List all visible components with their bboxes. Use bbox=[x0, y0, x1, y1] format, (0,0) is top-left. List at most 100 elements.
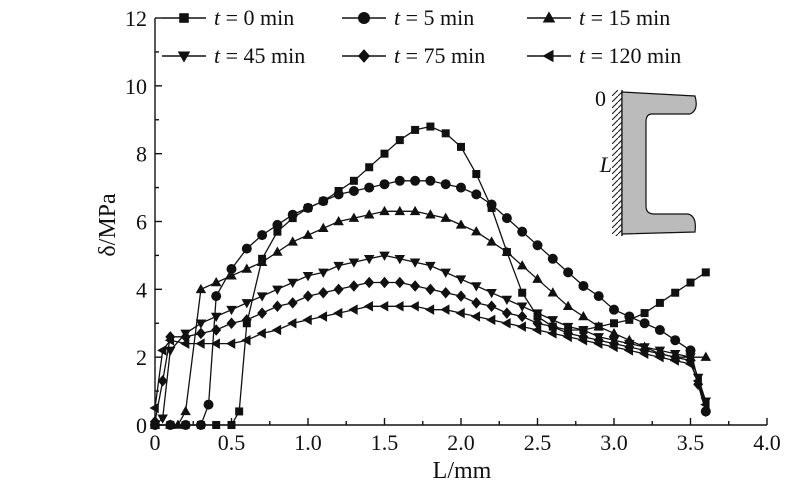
x-tick-label: 2.5 bbox=[524, 430, 552, 455]
y-tick-label: 4 bbox=[136, 277, 147, 302]
series-2-point bbox=[670, 335, 681, 346]
series-1-point bbox=[349, 176, 358, 185]
series-5-point bbox=[157, 375, 168, 387]
series-6-point bbox=[685, 358, 695, 370]
series-6-point bbox=[348, 304, 358, 315]
series-1-point bbox=[273, 227, 282, 236]
series-2-point bbox=[532, 240, 543, 251]
series-3-point bbox=[195, 283, 207, 294]
legend-marker bbox=[542, 11, 556, 23]
series-6-point bbox=[577, 334, 588, 346]
series-3-point bbox=[516, 260, 528, 270]
series-3-point bbox=[700, 351, 712, 361]
series-1-point bbox=[655, 298, 664, 307]
series-4-point bbox=[547, 316, 559, 326]
series-3-point bbox=[256, 256, 268, 266]
series-6-point bbox=[241, 334, 251, 346]
series-6-point bbox=[302, 314, 312, 326]
legend-marker bbox=[358, 49, 370, 63]
series-3-point bbox=[578, 310, 589, 321]
series-2-point bbox=[593, 291, 604, 302]
series-6-point bbox=[210, 338, 220, 349]
series-2-point bbox=[501, 213, 512, 224]
series-5-point bbox=[410, 280, 421, 292]
series-3-point bbox=[471, 226, 482, 236]
series-6-point bbox=[333, 307, 343, 319]
series-1-point bbox=[457, 142, 465, 151]
series-3-point bbox=[333, 216, 344, 226]
series-2-point bbox=[211, 291, 222, 302]
series-2-point bbox=[471, 189, 482, 200]
series-1-point bbox=[610, 319, 618, 328]
series-1-point bbox=[235, 407, 244, 416]
legend-label: t = 45 min bbox=[214, 43, 305, 68]
legend-marker bbox=[542, 49, 554, 63]
series-5-point bbox=[486, 300, 497, 313]
series-1-point bbox=[426, 122, 435, 131]
series-3-point bbox=[532, 273, 543, 283]
legend-entry-1: t = 0 min bbox=[162, 5, 294, 30]
series-4-point bbox=[157, 414, 168, 424]
series-1-point bbox=[472, 170, 481, 179]
series-2-point bbox=[303, 202, 313, 213]
series-layer bbox=[149, 122, 712, 431]
series-1-point bbox=[395, 136, 404, 145]
x-tick-label: 1.0 bbox=[294, 430, 322, 455]
series-2-point bbox=[272, 219, 283, 230]
series-4-point bbox=[409, 258, 421, 268]
series-1-point bbox=[441, 129, 450, 138]
series-3-point bbox=[455, 219, 467, 229]
y-ticks: 0 2 4 6 8 10 12 bbox=[125, 6, 162, 438]
axes: 0 0.5 1.0 1.5 2.0 2.5 3.0 3.5 4.0 0 2 4 6 8 10 12 bbox=[125, 6, 781, 455]
series-2-point bbox=[180, 420, 191, 430]
series-5-point bbox=[195, 327, 206, 340]
series-3-point bbox=[363, 209, 375, 219]
series-2-point bbox=[333, 189, 344, 200]
series-2-point bbox=[517, 226, 528, 237]
series-3-point bbox=[172, 419, 184, 429]
series-3-point bbox=[241, 263, 253, 273]
series-2-point bbox=[639, 318, 650, 329]
series-3-point bbox=[165, 419, 176, 429]
series-4-point bbox=[486, 288, 497, 299]
x-tick-label: 1.5 bbox=[371, 430, 399, 455]
series-4-point bbox=[394, 255, 406, 265]
series-2-point bbox=[654, 325, 665, 336]
series-5-point bbox=[272, 300, 283, 313]
inset-top-label: 0 bbox=[595, 86, 606, 111]
series-6-point bbox=[654, 351, 664, 363]
series-6-point bbox=[608, 341, 618, 353]
legend-marker bbox=[177, 51, 191, 63]
series-6-point bbox=[363, 301, 373, 312]
series-3 bbox=[149, 205, 712, 429]
legend-label: t = 75 min bbox=[394, 43, 485, 68]
series-6-point bbox=[424, 304, 435, 315]
series-6-point bbox=[409, 301, 419, 312]
legend-label: t = 120 min bbox=[579, 43, 681, 68]
series-2-point bbox=[318, 196, 329, 207]
series-1-point bbox=[518, 288, 527, 297]
x-tick-label: 0 bbox=[150, 430, 161, 455]
series-2-point bbox=[578, 280, 589, 291]
series-3-point bbox=[180, 405, 191, 416]
series-2-point bbox=[609, 304, 619, 315]
series-2-point bbox=[410, 175, 421, 186]
series-3-point bbox=[287, 236, 298, 246]
series-3-point bbox=[272, 246, 283, 256]
y-axis-label: δ/MPa bbox=[95, 193, 121, 257]
series-1-point bbox=[671, 288, 680, 297]
series-5-point bbox=[287, 297, 298, 309]
series-4-point bbox=[333, 261, 344, 272]
series-6-point bbox=[700, 399, 710, 410]
legend: t = 0 min t = 5 min t = 15 min t = 45 min t … bbox=[162, 5, 681, 68]
series-6-point bbox=[180, 338, 190, 349]
series-2-point bbox=[226, 263, 237, 274]
y-tick-label: 8 bbox=[136, 142, 147, 167]
series-5-point bbox=[211, 324, 222, 336]
series-2-point bbox=[456, 182, 466, 193]
series-5-point bbox=[517, 310, 528, 323]
series-6-point bbox=[195, 338, 205, 349]
legend-entry-6: t = 120 min bbox=[527, 43, 681, 68]
series-5-point bbox=[150, 415, 160, 428]
